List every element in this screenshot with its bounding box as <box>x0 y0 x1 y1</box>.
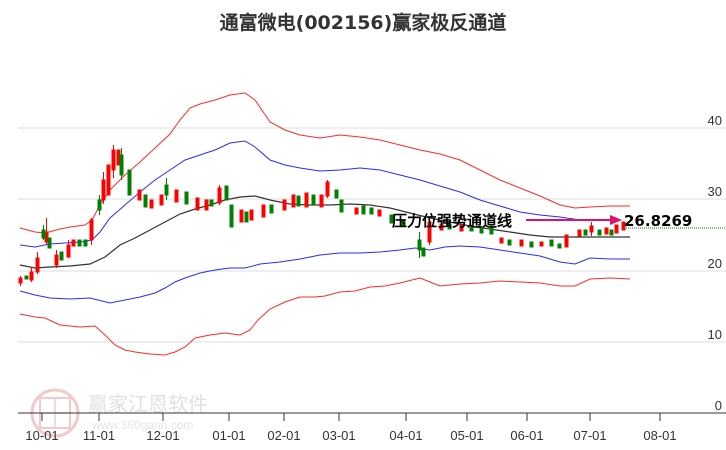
middle-line <box>19 195 630 269</box>
arrow-icon <box>526 215 622 225</box>
x-tick-label: 02-01 <box>267 428 300 443</box>
watermark-brand: 赢家江恩软件 <box>88 392 208 416</box>
x-tick-label: 12-01 <box>146 428 179 443</box>
gridlines <box>18 127 726 343</box>
candlesticks <box>18 145 626 286</box>
y-tick-label: 0 <box>715 398 722 413</box>
inner-lower-band <box>19 245 630 304</box>
outer-upper-band <box>19 92 630 234</box>
x-tick-label: 04-01 <box>389 428 422 443</box>
watermark-url: www.360gann.com <box>91 418 193 432</box>
x-tick-label: 08-01 <box>643 428 676 443</box>
x-tick-label: 06-01 <box>510 428 543 443</box>
x-tick-label: 03-01 <box>322 428 355 443</box>
y-tick-label: 10 <box>708 327 722 342</box>
y-axis: 40 30 20 10 0 <box>708 113 722 413</box>
y-tick-label: 30 <box>708 184 722 199</box>
x-tick-label: 10-01 <box>25 428 58 443</box>
watermark: 赢家江恩软件 www.360gann.com <box>30 388 208 438</box>
x-tick-label: 07-01 <box>573 428 606 443</box>
outer-lower-band <box>19 277 631 356</box>
y-tick-label: 20 <box>708 256 722 271</box>
x-axis: 10-01 11-01 12-01 01-01 02-01 03-01 04-0… <box>18 412 726 443</box>
resistance-label: 压力位强势通道线 <box>392 212 512 230</box>
chart-title: 通富微电(002156)赢家极反通道 <box>219 12 507 34</box>
x-tick-label: 01-01 <box>212 428 245 443</box>
x-tick-label: 05-01 <box>450 428 483 443</box>
y-tick-label: 40 <box>708 113 722 128</box>
x-tick-label: 11-01 <box>83 428 115 443</box>
inner-upper-band <box>19 140 620 248</box>
resistance-value: 26.8269 <box>624 212 692 230</box>
